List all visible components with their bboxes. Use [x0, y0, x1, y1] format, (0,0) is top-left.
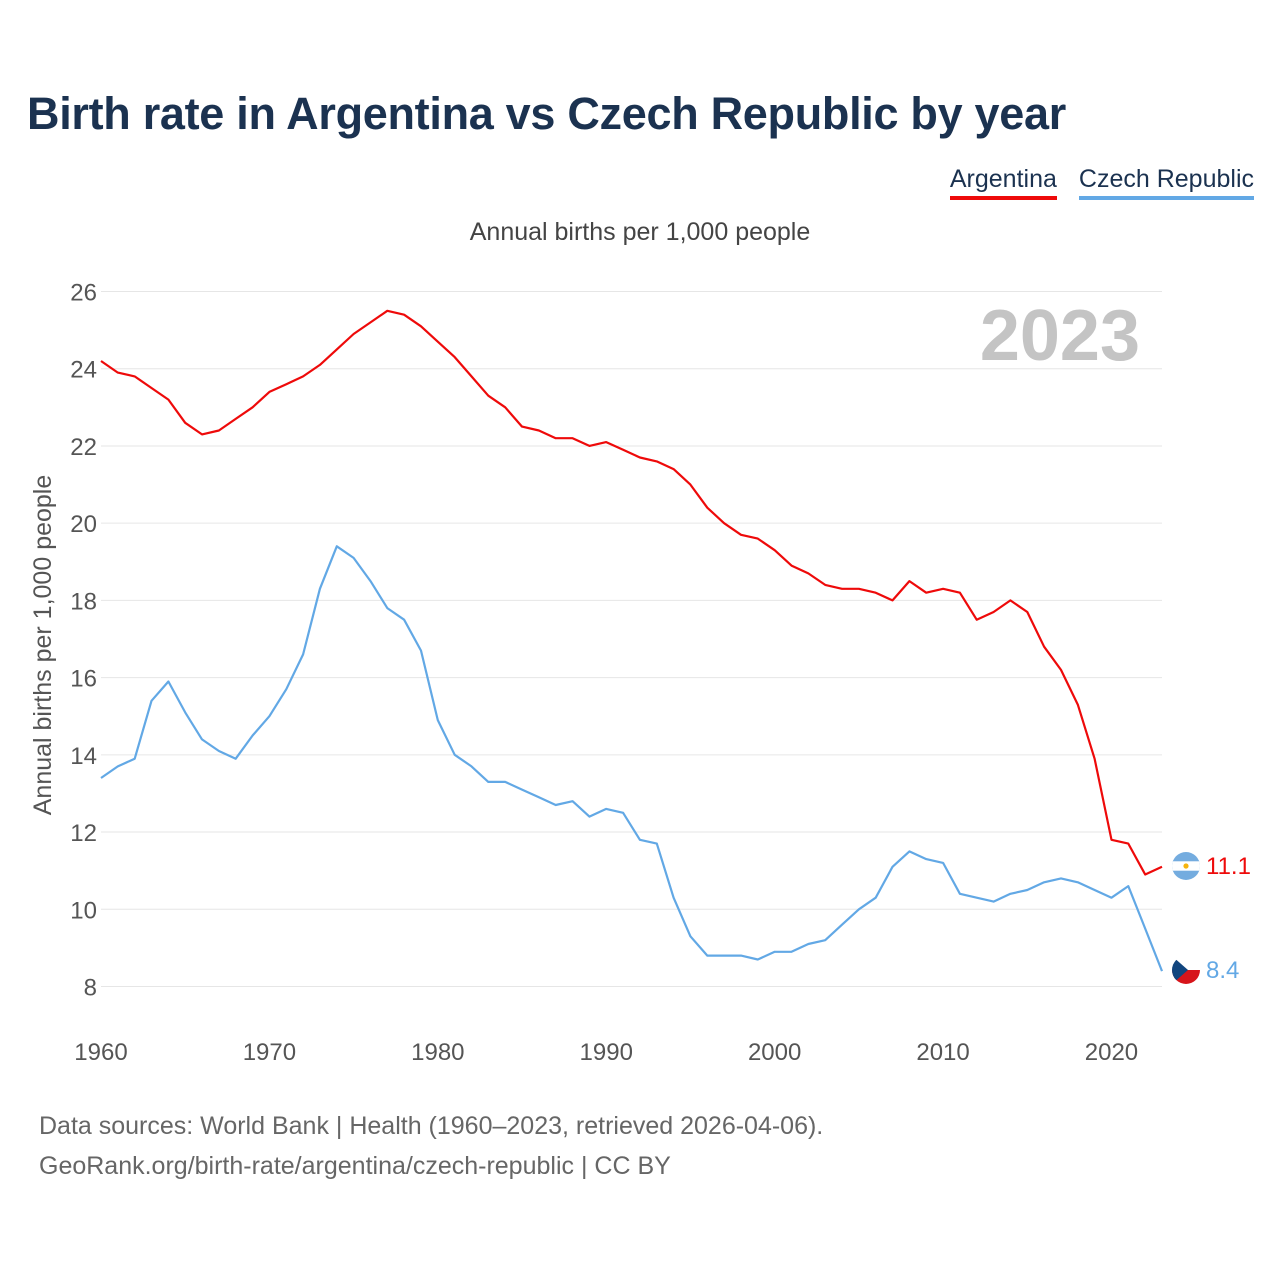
legend: Argentina Czech Republic: [949, 165, 1254, 200]
y-axis-label: Annual births per 1,000 people: [29, 475, 57, 816]
y-tick-label: 14: [70, 743, 97, 770]
footer: Data sources: World Bank | Health (1960–…: [39, 1106, 823, 1186]
y-tick-label: 22: [70, 434, 97, 461]
y-tick-label: 8: [84, 975, 97, 1002]
series-line-czech-republic: [100, 545, 1164, 972]
x-tick-label: 1990: [580, 1039, 633, 1066]
legend-item-czech-republic[interactable]: Czech Republic: [1078, 165, 1254, 200]
data-source-text: Data sources: World Bank | Health (1960–…: [39, 1112, 824, 1140]
y-tick-label: 26: [70, 280, 97, 307]
chart-subtitle: Annual births per 1,000 people: [470, 218, 811, 246]
end-label-czech-republic: 8.4: [1206, 957, 1239, 984]
y-tick-label: 20: [70, 511, 97, 538]
x-tick-label: 1980: [411, 1039, 464, 1066]
end-label-argentina: 11.1: [1206, 853, 1251, 880]
page-title: Birth rate in Argentina vs Czech Republi…: [27, 88, 1066, 139]
series-line-argentina: [100, 309, 1163, 876]
y-tick-label: 18: [70, 588, 97, 615]
x-tick-label: 1960: [74, 1039, 127, 1066]
x-tick-label: 2010: [916, 1039, 969, 1066]
czech-republic-flag-icon: [1172, 956, 1200, 984]
line-chart: Annual births per 1,000 people Annual bi…: [29, 218, 1251, 1066]
y-tick-label: 12: [70, 820, 97, 847]
x-tick-label: 1970: [243, 1039, 296, 1066]
y-tick-label: 16: [70, 666, 97, 693]
x-tick-label: 2020: [1085, 1039, 1138, 1066]
argentina-flag-icon: [1172, 852, 1200, 880]
legend-item-argentina[interactable]: Argentina: [949, 165, 1057, 200]
y-tick-label: 24: [70, 357, 97, 384]
y-tick-label: 10: [70, 897, 97, 924]
source-url-text: GeoRank.org/birth-rate/argentina/czech-r…: [39, 1152, 671, 1180]
year-watermark: 2023: [980, 296, 1140, 376]
x-tick-label: 2000: [748, 1039, 801, 1066]
